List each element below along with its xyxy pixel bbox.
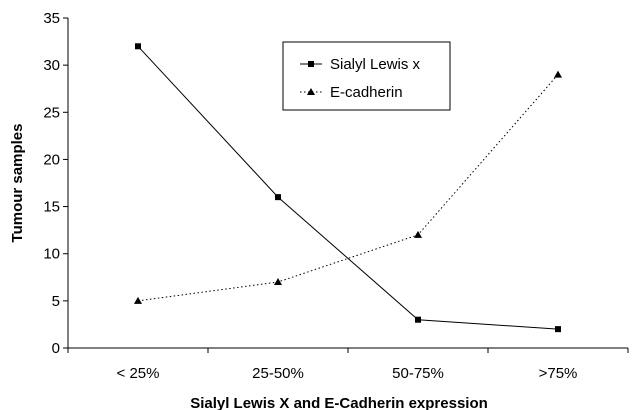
y-tick-label: 20 (43, 151, 60, 168)
legend-marker (307, 88, 315, 95)
data-point (415, 316, 421, 323)
series-line (137, 45, 559, 330)
y-tick-label: 15 (43, 199, 60, 216)
x-axis-title: Sialyl Lewis X and E-Cadherin expression (190, 395, 488, 410)
y-tick-label: 35 (43, 10, 60, 27)
legend-entry-1: Sialyl Lewis x (300, 56, 421, 73)
legend-label: E-cadherin (330, 84, 403, 101)
legend-box (282, 41, 451, 111)
x-tick-label: >75% (539, 365, 578, 382)
legend-marker (308, 61, 314, 67)
legend-entry-2: E-cadherin (300, 84, 403, 101)
series-layer (134, 43, 562, 333)
x-tick-label: 50-75% (392, 365, 444, 382)
y-tick-label: 30 (43, 57, 60, 74)
y-axis-title: Tumour samples (9, 124, 26, 243)
y-tick-label: 10 (43, 246, 60, 263)
data-point (274, 278, 282, 285)
legend-label: Sialyl Lewis x (330, 56, 421, 73)
data-point (135, 43, 141, 50)
legend: Sialyl Lewis x E-cadherin (282, 41, 451, 111)
y-tick-label: 25 (43, 104, 60, 121)
data-point (555, 326, 561, 333)
data-point (275, 194, 281, 201)
data-point (414, 230, 422, 238)
x-ticks: < 25% 25-50% 50-75% >75% (67, 348, 629, 382)
series-1 (135, 43, 561, 333)
x-tick-label: 25-50% (252, 365, 304, 382)
x-tick-label: < 25% (117, 365, 160, 382)
y-ticks: 0 5 10 15 20 25 30 35 (43, 10, 68, 357)
series-2 (134, 70, 562, 304)
data-point (554, 70, 562, 78)
data-point (134, 296, 142, 304)
y-tick-label: 5 (52, 293, 60, 310)
y-tick-label: 0 (52, 340, 60, 357)
